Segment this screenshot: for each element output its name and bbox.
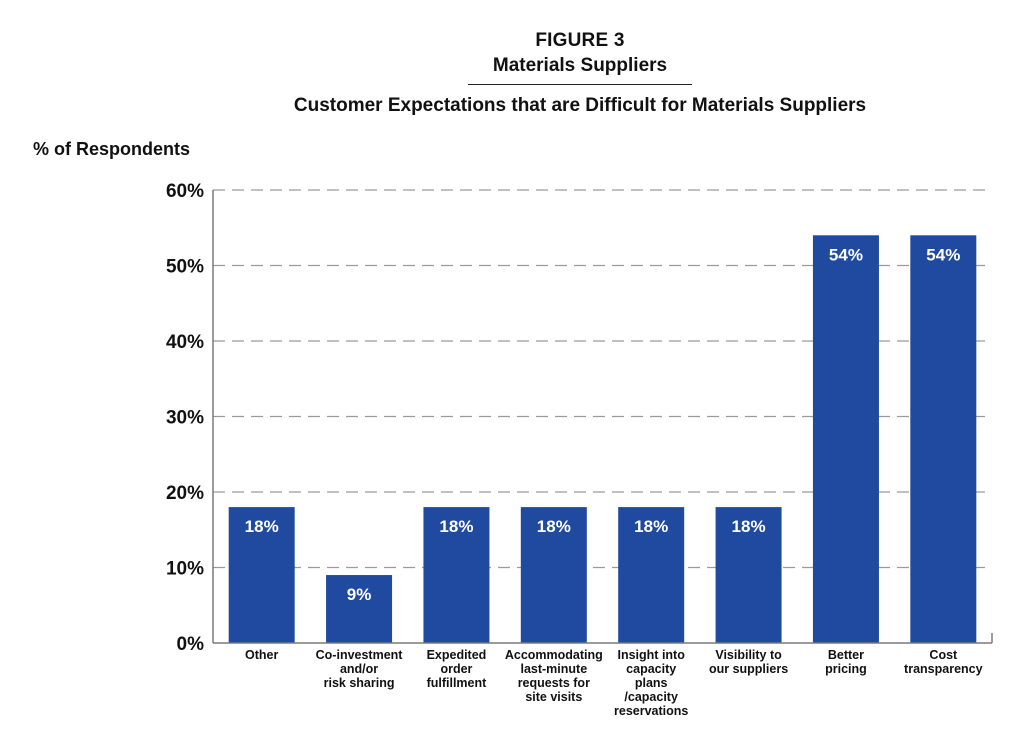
bar	[910, 235, 977, 644]
bar	[715, 507, 782, 643]
x-tick-label: Cost transparency	[904, 648, 983, 676]
y-tick-label: 10%	[166, 559, 204, 580]
data-label: 18%	[537, 517, 571, 536]
y-tick-label: 50%	[166, 257, 204, 278]
data-label: 54%	[829, 245, 863, 264]
x-tick-label: Insight into capacity plans/capacity reserv…	[614, 648, 688, 718]
y-tick-label: 40%	[166, 332, 204, 353]
figure-label: FIGURE 3	[535, 30, 625, 51]
x-tick-label: Better pricing	[825, 648, 867, 676]
y-tick-label: 30%	[166, 408, 204, 429]
data-label: 9%	[347, 585, 372, 604]
y-tick-label: 60%	[166, 181, 204, 202]
x-tick-label: Accommodating last-minute requests for site…	[505, 648, 603, 704]
data-label: 18%	[439, 517, 473, 536]
bar	[423, 507, 490, 643]
data-label: 54%	[926, 245, 960, 264]
x-tick-label: Visibility to our suppliers	[709, 648, 788, 676]
figure-subtitle-underline	[468, 84, 692, 85]
y-tick-label: 20%	[166, 483, 204, 504]
data-label: 18%	[634, 517, 668, 536]
bar	[228, 507, 295, 643]
x-tick-label: Expedited order fulfillment	[427, 648, 488, 690]
bar	[618, 507, 685, 643]
bar	[812, 235, 879, 644]
y-axis-title: % of Respondents	[33, 139, 191, 159]
bar	[326, 575, 393, 643]
chart-title: Customer Expectations that are Difficult…	[293, 95, 867, 116]
figure-subtitle: Materials Suppliers	[492, 55, 668, 76]
x-tick-label: Other	[245, 648, 278, 662]
data-label: 18%	[732, 517, 766, 536]
data-label: 18%	[245, 517, 279, 536]
y-tick-label: 0%	[177, 634, 205, 655]
x-tick-label: Co-investment and/or risk sharing	[316, 648, 404, 690]
bar	[520, 507, 587, 643]
